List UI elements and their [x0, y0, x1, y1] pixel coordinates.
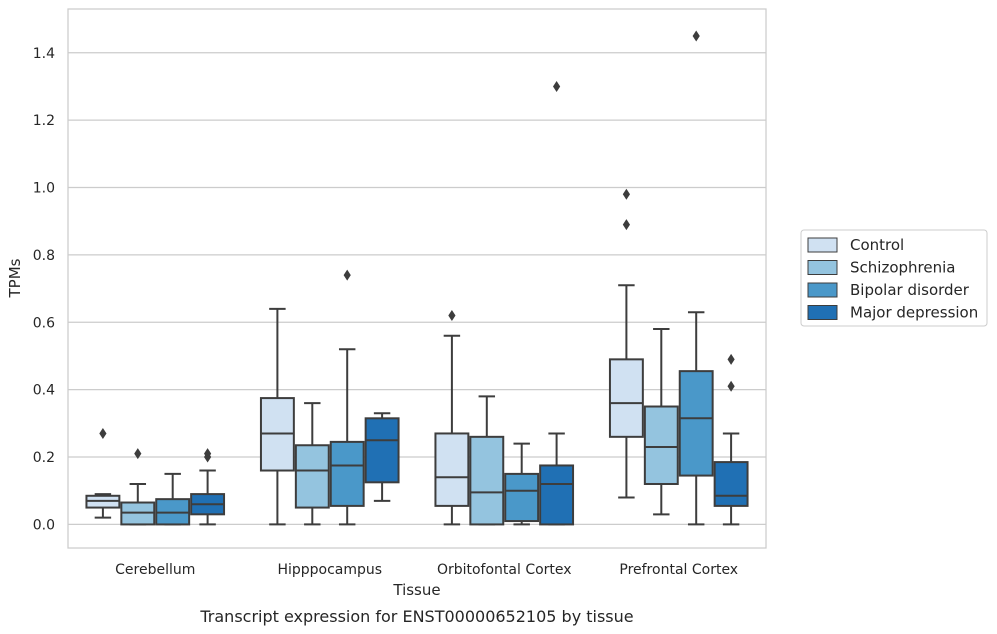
outlier-point [727, 353, 735, 365]
outlier-point [553, 80, 561, 92]
box-body [504, 472, 540, 523]
legend-label: Control [850, 236, 904, 254]
box-groups [85, 30, 749, 526]
outlier-point [134, 448, 142, 460]
series-control [85, 188, 644, 526]
box [434, 310, 470, 526]
x-tick-labels: Cerebellum Hipppocampus Orbitofontal Corte… [115, 562, 738, 578]
y-axis-label: TPMs [6, 258, 24, 298]
box [155, 472, 191, 526]
y-tick-label: 0.8 [33, 248, 55, 264]
legend-swatch [807, 260, 838, 275]
x-tick-label: Prefrontal Cortex [619, 562, 738, 578]
legend-label: Bipolar disorder [850, 281, 970, 299]
box [713, 353, 749, 526]
outlier-point [622, 219, 630, 231]
y-tick-label: 0.6 [33, 315, 55, 331]
box-body [608, 358, 644, 438]
y-tick-labels: 0.0 0.2 0.4 0.6 0.8 1.0 1.2 1.4 [33, 46, 55, 534]
legend-swatch [807, 282, 838, 298]
series-bipolar-disorder [155, 30, 714, 526]
box [469, 395, 505, 526]
box [643, 328, 679, 516]
legend-swatch [807, 305, 838, 320]
box [294, 402, 330, 526]
x-axis-label: Tissue [392, 581, 440, 599]
chart-caption: Transcript expression for ENST0000065210… [199, 607, 633, 626]
box-body [364, 417, 400, 484]
x-tick-label: Orbitofontal Cortex [437, 562, 572, 578]
box [364, 412, 400, 502]
box-body [678, 370, 714, 477]
box-body [434, 432, 470, 507]
legend-label: Major depression [850, 304, 978, 322]
y-tick-label: 0.2 [33, 450, 55, 466]
outlier-point [622, 188, 630, 200]
x-tick-label: Cerebellum [115, 562, 195, 578]
box-body [294, 444, 330, 509]
outlier-point [343, 269, 351, 281]
outlier-point [448, 310, 456, 322]
y-tick-label: 0.0 [33, 517, 55, 533]
series-major-depression [190, 80, 749, 526]
legend: Control Schizophrenia Bipolar disorder Majo… [800, 229, 988, 327]
box [539, 80, 575, 526]
box [329, 269, 365, 526]
box-body [329, 440, 365, 507]
box [608, 188, 644, 499]
outlier-point [692, 30, 700, 42]
box [190, 448, 226, 526]
box [85, 427, 121, 519]
y-tick-label: 0.4 [33, 383, 55, 399]
box-body [539, 464, 575, 526]
box-body [643, 405, 679, 485]
legend-frame [800, 229, 988, 327]
outlier-point [204, 448, 212, 460]
series-schizophrenia [120, 328, 679, 526]
outlier-point [727, 380, 735, 392]
legend-swatch [807, 237, 838, 253]
box [678, 30, 714, 526]
y-tick-label: 1.4 [33, 46, 55, 62]
legend-label: Schizophrenia [850, 259, 955, 277]
box [120, 448, 156, 526]
box [504, 442, 540, 526]
y-tick-label: 1.2 [33, 113, 55, 129]
outlier-point [99, 427, 107, 439]
box-body [713, 461, 749, 507]
x-tick-label: Hipppocampus [277, 562, 382, 578]
box [259, 307, 295, 526]
y-tick-label: 1.0 [33, 181, 55, 197]
box-body [469, 435, 505, 526]
